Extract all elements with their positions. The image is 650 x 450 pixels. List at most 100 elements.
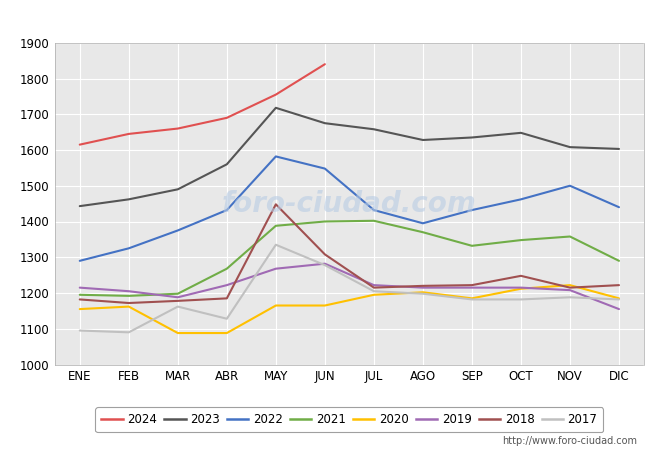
2017 xyxy=(517,297,525,302)
2021 xyxy=(76,292,84,297)
2019 xyxy=(517,285,525,290)
2023 xyxy=(615,146,623,152)
2021 xyxy=(223,266,231,271)
2019 xyxy=(468,285,476,290)
2018 xyxy=(468,283,476,288)
2018 xyxy=(321,252,329,257)
2021 xyxy=(468,243,476,248)
2024 xyxy=(223,115,231,121)
2024 xyxy=(321,62,329,67)
2024 xyxy=(272,92,280,97)
2020 xyxy=(370,292,378,297)
2023 xyxy=(321,121,329,126)
2019 xyxy=(223,283,231,288)
Line: 2024: 2024 xyxy=(80,64,325,144)
Line: 2022: 2022 xyxy=(80,157,619,261)
2017 xyxy=(419,291,427,297)
2018 xyxy=(174,298,182,304)
Line: 2021: 2021 xyxy=(80,221,619,296)
2022 xyxy=(223,207,231,213)
2023 xyxy=(566,144,574,150)
2020 xyxy=(517,286,525,292)
2022 xyxy=(615,204,623,210)
2022 xyxy=(468,207,476,213)
2019 xyxy=(419,285,427,290)
2023 xyxy=(125,197,133,202)
2024 xyxy=(76,142,84,147)
2022 xyxy=(174,228,182,233)
Text: Afiliados en Malpartida de Plasencia a 31/5/2024: Afiliados en Malpartida de Plasencia a 3… xyxy=(129,9,521,24)
2024 xyxy=(174,126,182,131)
2018 xyxy=(76,297,84,302)
2022 xyxy=(566,183,574,189)
2017 xyxy=(370,288,378,294)
Legend: 2024, 2023, 2022, 2021, 2020, 2019, 2018, 2017: 2024, 2023, 2022, 2021, 2020, 2019, 2018… xyxy=(96,407,603,432)
2023 xyxy=(517,130,525,135)
2018 xyxy=(223,296,231,301)
2021 xyxy=(272,223,280,229)
2018 xyxy=(566,285,574,290)
2021 xyxy=(517,238,525,243)
2017 xyxy=(223,316,231,321)
2018 xyxy=(125,300,133,306)
2019 xyxy=(615,306,623,312)
2019 xyxy=(125,288,133,294)
2019 xyxy=(566,288,574,293)
2021 xyxy=(125,293,133,298)
2017 xyxy=(272,242,280,248)
2022 xyxy=(321,166,329,171)
Line: 2020: 2020 xyxy=(80,285,619,333)
2023 xyxy=(370,126,378,132)
2021 xyxy=(321,219,329,224)
2020 xyxy=(125,304,133,309)
2017 xyxy=(615,297,623,302)
2023 xyxy=(174,187,182,192)
2020 xyxy=(76,306,84,312)
2022 xyxy=(419,220,427,226)
2020 xyxy=(468,296,476,301)
2017 xyxy=(125,329,133,335)
Text: foro-ciudad.com: foro-ciudad.com xyxy=(222,189,476,218)
2017 xyxy=(76,328,84,333)
2023 xyxy=(223,162,231,167)
2023 xyxy=(419,137,427,143)
Line: 2023: 2023 xyxy=(80,108,619,206)
2021 xyxy=(419,230,427,235)
2020 xyxy=(321,303,329,308)
2020 xyxy=(419,290,427,295)
2020 xyxy=(272,303,280,308)
2022 xyxy=(370,207,378,213)
2022 xyxy=(517,197,525,202)
Line: 2019: 2019 xyxy=(80,264,619,309)
2019 xyxy=(321,261,329,266)
2019 xyxy=(76,285,84,290)
2017 xyxy=(174,304,182,309)
Line: 2017: 2017 xyxy=(80,245,619,332)
2022 xyxy=(272,154,280,159)
2021 xyxy=(174,291,182,297)
2018 xyxy=(517,273,525,279)
2021 xyxy=(370,218,378,224)
2023 xyxy=(468,135,476,140)
2022 xyxy=(76,258,84,264)
2021 xyxy=(566,234,574,239)
2023 xyxy=(272,105,280,111)
2020 xyxy=(566,283,574,288)
2017 xyxy=(468,297,476,302)
2018 xyxy=(615,283,623,288)
Text: http://www.foro-ciudad.com: http://www.foro-ciudad.com xyxy=(502,436,637,446)
2023 xyxy=(76,203,84,209)
2019 xyxy=(174,295,182,300)
Line: 2018: 2018 xyxy=(80,204,619,303)
2018 xyxy=(419,283,427,288)
2019 xyxy=(272,266,280,271)
2018 xyxy=(272,202,280,207)
2020 xyxy=(174,330,182,336)
2022 xyxy=(125,246,133,251)
2021 xyxy=(615,258,623,264)
2017 xyxy=(566,295,574,300)
2020 xyxy=(615,296,623,301)
2024 xyxy=(125,131,133,137)
2020 xyxy=(223,330,231,336)
2019 xyxy=(370,283,378,288)
